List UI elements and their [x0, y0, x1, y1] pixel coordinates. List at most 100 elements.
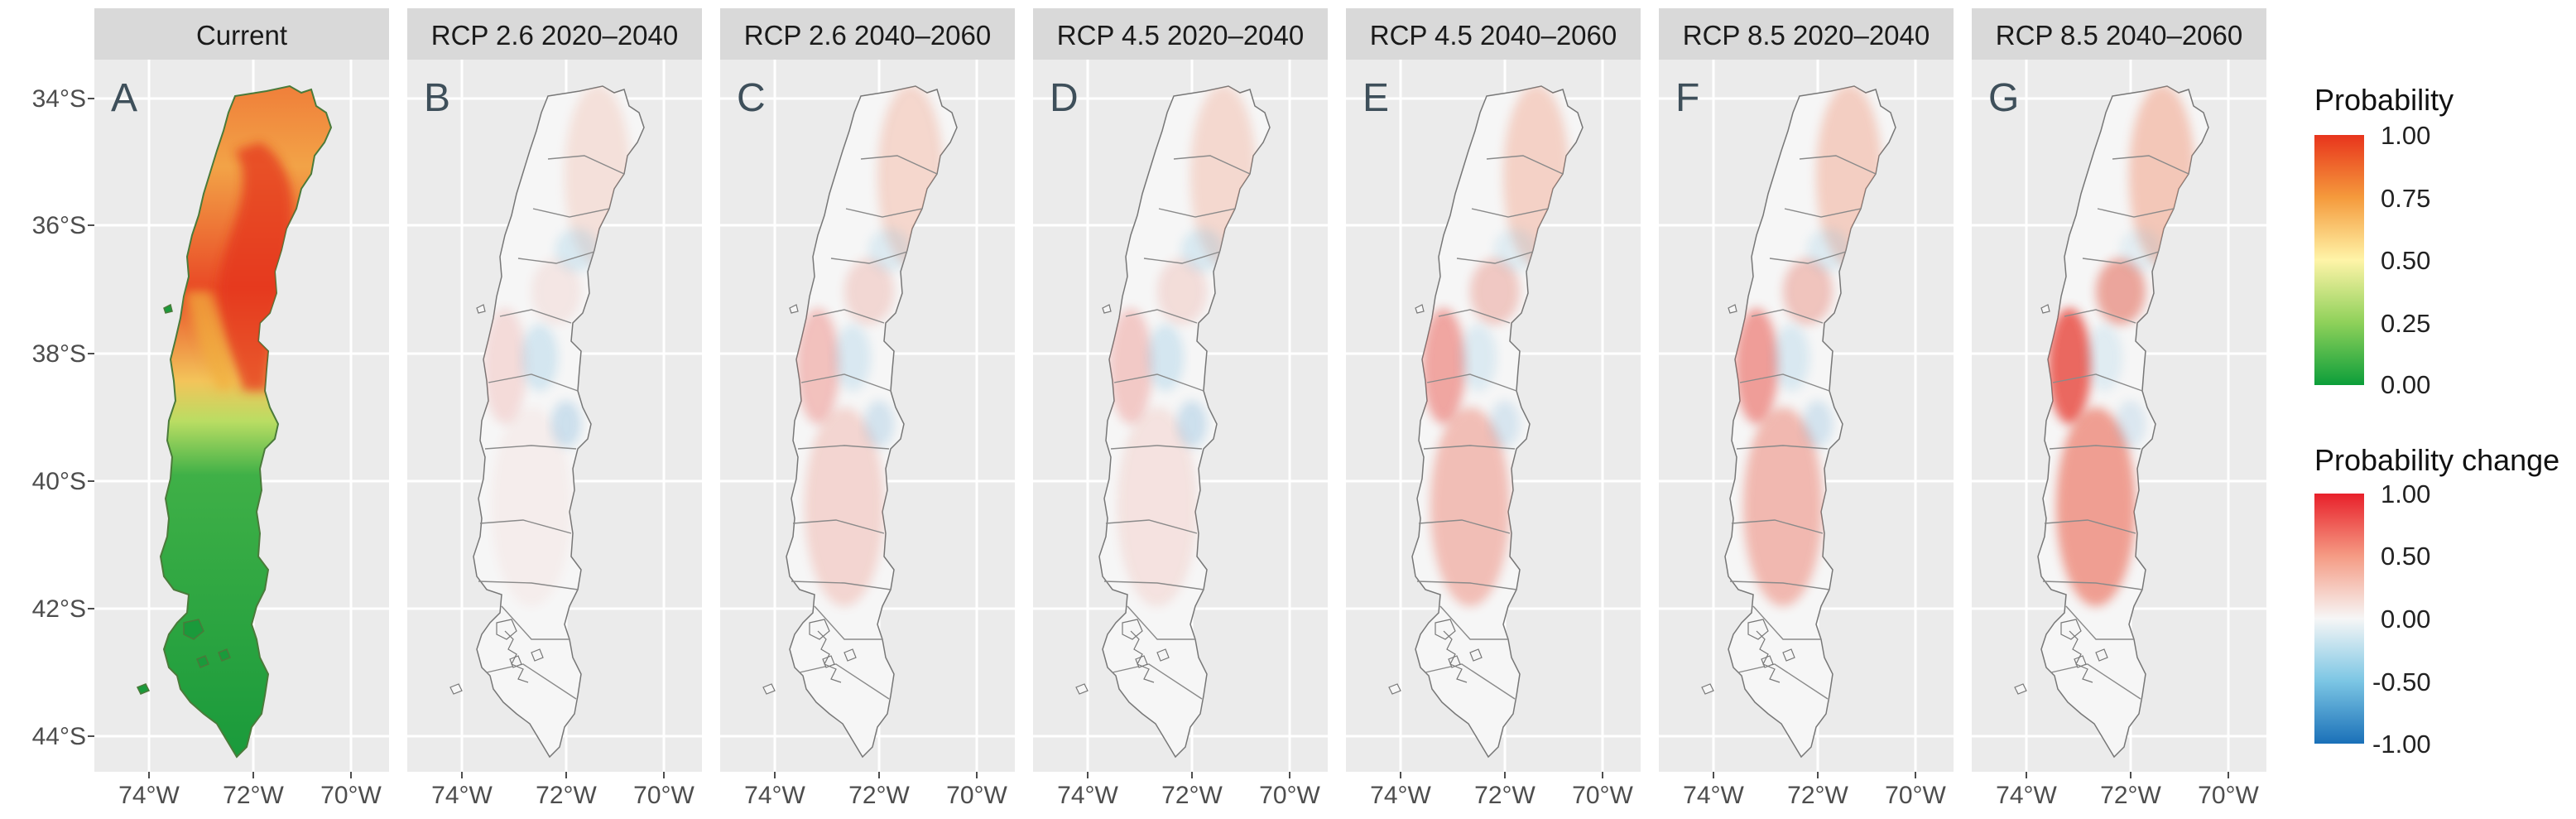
decrease-zone	[2116, 401, 2146, 447]
island	[1782, 648, 1795, 662]
map-panel: RCP 8.5 2020–2040 F 74°W 72°W 70°W	[1659, 8, 1954, 809]
region-boundary	[2097, 208, 2175, 218]
region-boundary	[1736, 445, 1829, 450]
legend-change-tick: 0.00	[2381, 605, 2430, 634]
region-boundary	[1105, 519, 1198, 534]
region-boundary	[486, 663, 577, 700]
region-boundary	[2082, 251, 2160, 264]
island	[449, 683, 463, 695]
panel-letter: B	[424, 76, 450, 120]
map-panel: RCP 2.6 2040–2060 C 74°W 72°W 70°W	[720, 8, 1015, 809]
x-tick-label: 72°W	[536, 782, 597, 809]
region-boundary	[1426, 373, 1517, 392]
medium-probability-zone	[185, 291, 235, 391]
island	[1415, 304, 1425, 314]
region-boundary	[1125, 309, 1198, 324]
region-boundary	[484, 445, 577, 450]
chile-map	[2014, 85, 2209, 759]
y-tick-label: 38°S	[32, 340, 86, 368]
decrease-zone	[1177, 401, 1207, 447]
region-boundary	[1418, 519, 1511, 534]
legend-change-title: Probability change	[2314, 443, 2559, 477]
panel-strip	[1346, 8, 1641, 60]
region-boundary	[1416, 581, 1517, 590]
region-boundary	[845, 208, 923, 218]
increase-zone-coast	[2048, 308, 2091, 424]
region-boundary	[1784, 208, 1862, 218]
increase-zone-south	[2056, 407, 2136, 606]
region-boundary	[2052, 373, 2143, 392]
region-boundary	[1158, 208, 1236, 218]
legend-probability-tick: 0.50	[2381, 246, 2430, 275]
island	[809, 619, 830, 640]
archipelago-coast	[1130, 630, 1155, 683]
legend-change-tick: -1.00	[2372, 730, 2431, 759]
region-boundary	[1113, 373, 1204, 392]
y-tick-label: 40°S	[32, 468, 86, 495]
region-boundary	[1486, 155, 1564, 175]
chile-map	[1388, 85, 1584, 759]
region-boundary	[1438, 309, 1511, 324]
x-tick-label: 70°W	[320, 782, 382, 809]
x-tick-label: 74°W	[1057, 782, 1118, 809]
archipelago-coast	[1756, 630, 1781, 683]
legend-change-tick: 1.00	[2381, 479, 2430, 508]
increase-zone-south	[1743, 407, 1823, 606]
decrease-zone	[1773, 325, 1809, 391]
chile-map	[1075, 85, 1271, 759]
island	[1102, 304, 1112, 314]
increase-zone-coast	[1422, 308, 1465, 424]
island	[196, 655, 209, 668]
region-boundary	[1456, 251, 1534, 264]
legend-probability-tick: 0.25	[2381, 309, 2430, 338]
legend-probability-title: Probability	[2314, 83, 2453, 117]
panel-title: RCP 4.5 2040–2060	[1370, 20, 1617, 51]
region-boundary	[532, 208, 610, 218]
legend-probability-tick: 0.75	[2381, 184, 2430, 213]
region-boundary	[1729, 581, 1830, 590]
map-panel: RCP 2.6 2020–2040 B 74°W 72°W 70°W	[407, 8, 702, 809]
region-boundary	[1112, 663, 1203, 700]
decrease-zone	[1490, 401, 1520, 447]
region-boundary	[792, 519, 885, 534]
island	[218, 648, 231, 662]
island	[1122, 619, 1143, 640]
island	[183, 619, 204, 640]
region-boundary	[1127, 605, 1195, 640]
y-tick-label: 42°S	[32, 595, 86, 623]
island	[2095, 648, 2108, 662]
panel-title: RCP 2.6 2040–2060	[744, 20, 991, 51]
panel-strip	[1972, 8, 2266, 60]
decrease-zone	[834, 325, 871, 391]
decrease-zone	[521, 325, 558, 391]
x-tick-label: 70°W	[1259, 782, 1320, 809]
increase-zone-central	[1783, 258, 1833, 325]
region-boundary	[1173, 155, 1251, 175]
x-tick-label: 74°W	[1996, 782, 2057, 809]
decrease-zone	[551, 401, 581, 447]
region-boundary	[547, 155, 625, 175]
region-boundary	[1143, 251, 1221, 264]
island	[2060, 619, 2082, 640]
increase-zone-coast	[483, 308, 526, 424]
map-panels: 34°S 36°S 38°S 40°S 42°S 44°S Current A 74°W 72°W…	[32, 8, 2266, 809]
region-boundary	[1425, 663, 1516, 700]
region-boundary	[1737, 663, 1829, 700]
island	[136, 683, 151, 695]
decrease-zone	[1460, 325, 1497, 391]
map-panel: Current A 74°W 72°W 70°W	[94, 8, 389, 809]
island	[476, 304, 486, 314]
region-boundary	[860, 155, 938, 175]
panel-letter: E	[1362, 76, 1389, 120]
region-boundary	[488, 373, 579, 392]
decrease-zone	[864, 401, 894, 447]
archipelago-coast	[504, 630, 529, 683]
panel-title: Current	[196, 20, 287, 51]
region-boundary	[812, 309, 885, 324]
increase-zone-central	[531, 258, 581, 325]
region-boundary	[2112, 155, 2189, 175]
x-tick-label: 70°W	[946, 782, 1007, 809]
decrease-zone	[1803, 401, 1833, 447]
region-boundary	[1471, 208, 1549, 218]
